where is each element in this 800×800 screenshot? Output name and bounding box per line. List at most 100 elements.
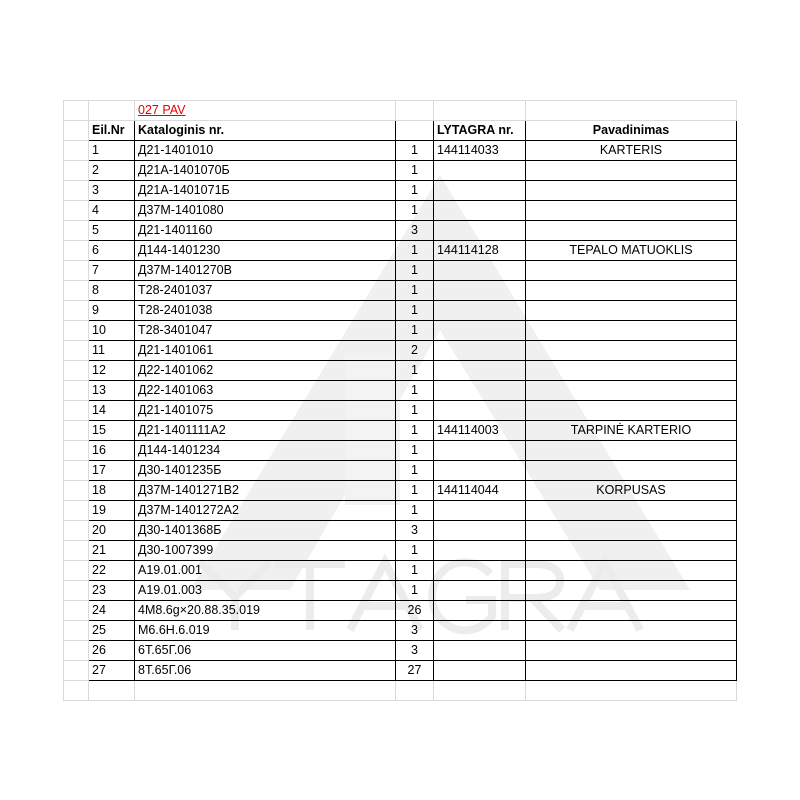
cell-qty: 1 (395, 320, 434, 341)
cell-no: 16 (88, 440, 135, 461)
cell-catalog: Т28-2401038 (134, 300, 396, 321)
cell-lytagra: 144114044 (433, 480, 526, 501)
cell-lytagra (433, 620, 526, 641)
cell-catalog: Д37М-1401271В2 (134, 480, 396, 501)
cell-lytagra (433, 280, 526, 301)
cell-name (525, 620, 737, 641)
cell-name (525, 580, 737, 601)
row-gutter (63, 300, 89, 321)
cell-catalog: Д21-1401160 (134, 220, 396, 241)
cell-qty: 1 (395, 160, 434, 181)
cell-no: 6 (88, 240, 135, 261)
cell-lytagra (433, 540, 526, 561)
table-row: 22 А19.01.001 1 (63, 560, 737, 581)
table-row: 5 Д21-1401160 3 (63, 220, 737, 241)
empty-cell (63, 680, 89, 701)
cell-no: 21 (88, 540, 135, 561)
empty-cell (395, 680, 434, 701)
table-row: 27 8Т.65Г.06 27 (63, 660, 737, 681)
row-gutter (63, 140, 89, 161)
cell-no: 7 (88, 260, 135, 281)
cell-no: 27 (88, 660, 135, 681)
empty-cell (525, 680, 737, 701)
cell-lytagra (433, 360, 526, 381)
table-row: 20 Д30-1401368Б 3 (63, 520, 737, 541)
cell-qty: 1 (395, 240, 434, 261)
cell-lytagra (433, 300, 526, 321)
cell-no: 17 (88, 460, 135, 481)
cell-name (525, 260, 737, 281)
cell-lytagra (433, 600, 526, 621)
table-row: 7 Д37М-1401270В 1 (63, 260, 737, 281)
cell-name (525, 380, 737, 401)
cell-catalog: А19.01.003 (134, 580, 396, 601)
cell-no: 15 (88, 420, 135, 441)
cell-no: 10 (88, 320, 135, 341)
cell-name (525, 440, 737, 461)
cell-qty: 1 (395, 420, 434, 441)
cell-catalog: Д21-1401111А2 (134, 420, 396, 441)
cell-no: 1 (88, 140, 135, 161)
table-row: 13 Д22-1401063 1 (63, 380, 737, 401)
cell-no: 13 (88, 380, 135, 401)
cell-lytagra (433, 520, 526, 541)
cell-name (525, 640, 737, 661)
table-row: 10 Т28-3401047 1 (63, 320, 737, 341)
cell-lytagra (433, 400, 526, 421)
row-gutter (63, 620, 89, 641)
header-row: Eil.Nr Kataloginis nr. LYTAGRA nr. Pavad… (63, 120, 737, 141)
table-row: 15 Д21-1401111А2 1 144114003 TARPINĖ KARTERI… (63, 420, 737, 441)
cell-no: 5 (88, 220, 135, 241)
row-gutter (63, 420, 89, 441)
table-row: 1 Д21-1401010 1 144114033 KARTERIS (63, 140, 737, 161)
row-gutter (63, 260, 89, 281)
row-gutter (63, 360, 89, 381)
cell-catalog: Д21-1401075 (134, 400, 396, 421)
cell-catalog: Д30-1007399 (134, 540, 396, 561)
cell-no: 22 (88, 560, 135, 581)
table-row: 21 Д30-1007399 1 (63, 540, 737, 561)
cell-catalog: Д144-1401234 (134, 440, 396, 461)
cell-qty: 1 (395, 140, 434, 161)
cell-name (525, 360, 737, 381)
row-gutter (63, 400, 89, 421)
cell-catalog: Д37М-1401270В (134, 260, 396, 281)
cell-lytagra (433, 560, 526, 581)
cell-qty: 3 (395, 520, 434, 541)
cell-no: 23 (88, 580, 135, 601)
row-gutter (63, 540, 89, 561)
sheet-title-link[interactable]: 027 PAV (134, 100, 396, 121)
row-gutter (63, 460, 89, 481)
cell-name (525, 540, 737, 561)
cell-qty: 1 (395, 200, 434, 221)
cell-no: 11 (88, 340, 135, 361)
row-gutter (63, 480, 89, 501)
table-row: 14 Д21-1401075 1 (63, 400, 737, 421)
cell-qty: 1 (395, 260, 434, 281)
row-gutter (63, 660, 89, 681)
row-gutter (63, 500, 89, 521)
cell-qty: 1 (395, 460, 434, 481)
cell-catalog: М6.6Н.6.019 (134, 620, 396, 641)
cell-qty: 1 (395, 400, 434, 421)
cell-lytagra (433, 460, 526, 481)
row-gutter (63, 520, 89, 541)
cell-no: 26 (88, 640, 135, 661)
title-row: 027 PAV (63, 100, 737, 121)
cell-catalog: Т28-2401037 (134, 280, 396, 301)
cell-lytagra (433, 320, 526, 341)
cell-qty: 27 (395, 660, 434, 681)
cell-qty: 1 (395, 580, 434, 601)
cell-no: 9 (88, 300, 135, 321)
header-name: Pavadinimas (525, 120, 737, 141)
cell-catalog: 8Т.65Г.06 (134, 660, 396, 681)
cell-name (525, 600, 737, 621)
cell-qty: 1 (395, 540, 434, 561)
cell-name (525, 180, 737, 201)
cell-no: 3 (88, 180, 135, 201)
cell-catalog: Д144-1401230 (134, 240, 396, 261)
cell-catalog: Д21А-1401071Б (134, 180, 396, 201)
table-row: 19 Д37М-1401272А2 1 (63, 500, 737, 521)
cell-qty: 1 (395, 360, 434, 381)
cell-lytagra (433, 660, 526, 681)
